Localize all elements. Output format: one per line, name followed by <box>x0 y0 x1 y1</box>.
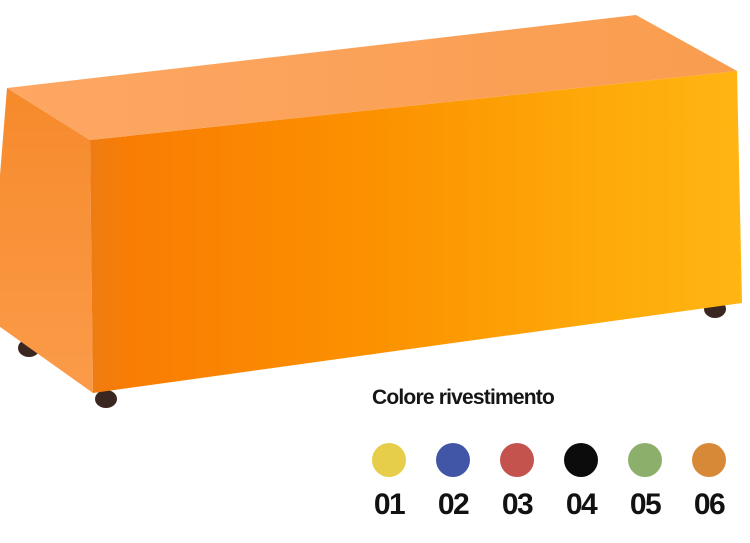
color-swatch-06: 06 <box>692 443 726 520</box>
color-swatch-03: 03 <box>500 443 534 520</box>
color-swatch-dot-04[interactable] <box>564 443 598 477</box>
color-swatch-code-02: 02 <box>437 488 470 521</box>
color-swatch-dot-03[interactable] <box>500 443 534 477</box>
bench-top-face <box>7 15 737 140</box>
color-swatch-dot-06[interactable] <box>692 443 726 477</box>
color-options-section: Colore rivestimento 01 02 03 04 05 <box>372 386 726 520</box>
bench-left-face <box>0 88 93 393</box>
color-section-title: Colore rivestimento <box>372 386 555 409</box>
color-swatch-code-04: 04 <box>565 488 598 521</box>
color-swatch-05: 05 <box>628 443 662 520</box>
color-swatch-04: 04 <box>564 443 598 520</box>
product-image-bench <box>0 15 742 408</box>
color-swatch-code-03: 03 <box>501 488 534 521</box>
color-swatch-dot-02[interactable] <box>436 443 470 477</box>
color-swatch-01: 01 <box>372 443 406 520</box>
color-swatch-dot-05[interactable] <box>628 443 662 477</box>
color-swatch-dot-01[interactable] <box>372 443 406 477</box>
color-swatch-02: 02 <box>436 443 470 520</box>
bench-front-face <box>90 71 742 393</box>
color-swatch-code-01: 01 <box>373 488 406 521</box>
bench-foot-front-left <box>95 390 117 408</box>
color-swatch-code-06: 06 <box>693 488 726 521</box>
color-swatch-code-05: 05 <box>629 488 662 521</box>
swatch-row: 01 02 03 04 05 06 <box>372 443 726 520</box>
